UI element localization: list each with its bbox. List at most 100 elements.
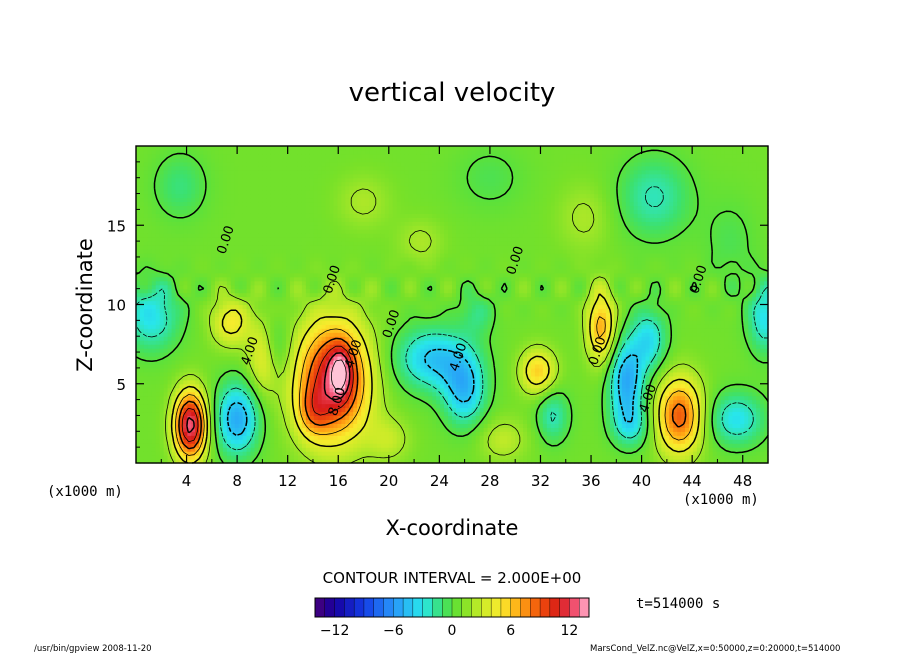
field-cell bbox=[321, 245, 327, 250]
field-cell bbox=[147, 185, 153, 191]
field-cell bbox=[139, 157, 145, 163]
field-cell bbox=[234, 276, 240, 282]
field-cell bbox=[290, 169, 295, 175]
field-cell bbox=[215, 169, 220, 175]
field-cell bbox=[242, 161, 248, 167]
field-cell bbox=[361, 423, 366, 428]
field-cell bbox=[136, 367, 141, 373]
field-cell bbox=[373, 276, 378, 282]
field-cell bbox=[215, 371, 220, 377]
field-cell bbox=[286, 225, 291, 230]
field-cell bbox=[230, 395, 236, 401]
field-cell bbox=[376, 308, 382, 314]
field-cell bbox=[254, 316, 260, 321]
field-cell bbox=[203, 256, 208, 262]
field-cell bbox=[143, 304, 149, 310]
field-cell bbox=[163, 177, 169, 183]
field-cell bbox=[222, 177, 228, 183]
field-cell bbox=[171, 375, 177, 381]
field-cell bbox=[353, 201, 358, 207]
field-cell bbox=[246, 252, 252, 258]
field-cell bbox=[199, 252, 204, 258]
field-cell bbox=[309, 193, 315, 199]
field-cell bbox=[301, 173, 307, 179]
field-cell bbox=[199, 320, 204, 325]
field-cell bbox=[313, 435, 319, 440]
field-cell bbox=[333, 264, 339, 270]
field-cell bbox=[242, 340, 248, 345]
field-cell bbox=[167, 447, 173, 452]
field-cell bbox=[183, 189, 188, 195]
field-cell bbox=[349, 431, 354, 436]
field-cell bbox=[147, 431, 153, 436]
field-cell bbox=[337, 157, 342, 163]
field-cell bbox=[353, 371, 358, 377]
field-cell bbox=[301, 352, 307, 357]
field-cell bbox=[262, 280, 267, 286]
field-cell bbox=[305, 455, 311, 460]
field-cell bbox=[274, 304, 279, 310]
field-cell bbox=[313, 225, 319, 230]
field-cell bbox=[376, 189, 382, 195]
field-cell bbox=[195, 359, 200, 365]
field-cell bbox=[286, 292, 291, 298]
field-cell bbox=[167, 356, 173, 361]
field-cell bbox=[305, 439, 311, 444]
field-cell bbox=[365, 427, 370, 432]
field-cell bbox=[266, 383, 271, 389]
field-cell bbox=[309, 411, 315, 417]
field-cell bbox=[226, 296, 232, 302]
field-cell bbox=[309, 352, 315, 357]
field-cell bbox=[365, 324, 370, 329]
field-cell bbox=[369, 169, 374, 175]
field-cell bbox=[136, 197, 141, 203]
field-cell bbox=[258, 165, 263, 171]
field-cell bbox=[195, 344, 200, 349]
field-cell bbox=[143, 411, 149, 417]
field-cell bbox=[369, 153, 374, 159]
field-cell bbox=[262, 256, 267, 262]
field-cell bbox=[211, 340, 216, 345]
field-cell bbox=[305, 252, 311, 258]
field-cell bbox=[317, 459, 323, 464]
field-cell bbox=[143, 177, 149, 183]
field-cell bbox=[278, 344, 283, 349]
field-cell bbox=[266, 316, 271, 321]
field-cell bbox=[357, 229, 362, 234]
field-cell bbox=[195, 451, 200, 456]
field-cell bbox=[215, 153, 220, 159]
field-cell bbox=[266, 423, 271, 428]
field-cell bbox=[380, 328, 386, 333]
field-cell bbox=[171, 149, 177, 155]
field-cell bbox=[333, 272, 339, 278]
field-cell bbox=[139, 233, 145, 238]
field-cell bbox=[218, 201, 224, 207]
field-cell bbox=[171, 153, 177, 159]
field-cell bbox=[238, 245, 244, 250]
field-cell bbox=[167, 256, 173, 262]
field-cell bbox=[345, 233, 350, 238]
field-cell bbox=[151, 391, 157, 397]
field-cell bbox=[286, 177, 291, 183]
field-cell bbox=[222, 233, 228, 238]
field-cell bbox=[136, 415, 141, 421]
field-cell bbox=[373, 312, 378, 317]
field-cell bbox=[345, 292, 350, 298]
field-cell bbox=[203, 197, 208, 203]
field-cell bbox=[361, 197, 366, 203]
field-cell bbox=[242, 225, 248, 230]
field-cell bbox=[147, 241, 153, 246]
field-cell bbox=[139, 241, 145, 246]
field-cell bbox=[258, 320, 263, 325]
field-cell bbox=[297, 249, 303, 254]
field-cell bbox=[226, 411, 232, 417]
field-cell bbox=[286, 415, 291, 421]
field-cell bbox=[282, 205, 287, 210]
field-cell bbox=[317, 395, 323, 401]
field-cell bbox=[191, 336, 196, 341]
field-cell bbox=[361, 165, 366, 171]
field-cell bbox=[230, 352, 236, 357]
field-cell bbox=[211, 387, 216, 393]
field-cell bbox=[222, 443, 228, 448]
field-cell bbox=[215, 316, 220, 321]
